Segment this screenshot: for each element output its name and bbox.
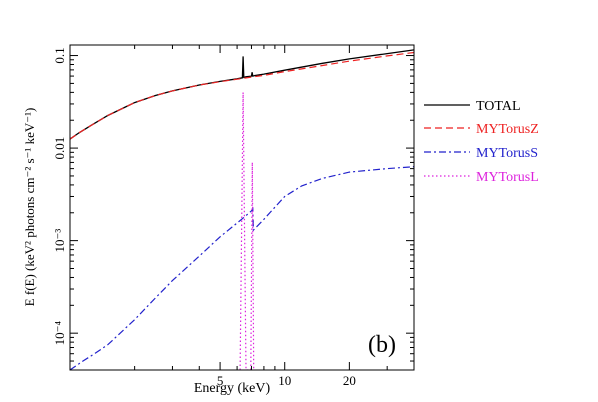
x-tick-label: 5: [217, 373, 224, 388]
plot-layer: [70, 49, 414, 370]
legend: TOTAL MYTorusZ MYTorusS MYTorusL: [424, 99, 539, 185]
x-tick-label: 20: [343, 373, 356, 388]
series-line-mytorusz: [70, 51, 414, 140]
ticks-layer: 5 10 20 0.1 0.01 10⁻³ 10⁻⁴: [52, 45, 415, 388]
x-axis-label: Energy (keV): [194, 381, 271, 396]
series-line-total: [70, 49, 414, 140]
series-line-mytorusl: [239, 92, 255, 370]
y-tick-label: 10⁻³: [52, 229, 67, 253]
legend-label-total: TOTAL: [476, 99, 521, 114]
plot-frame: [69, 44, 415, 371]
legend-label-mytorusl: MYTorusL: [476, 170, 539, 185]
legend-label-mytorusz: MYTorusZ: [476, 122, 539, 137]
y-tick-label: 10⁻⁴: [52, 321, 67, 346]
x-tick-label: 10: [278, 373, 291, 388]
y-axis-label: E f(E) (keV² photons cm⁻² s⁻¹ keV⁻¹): [22, 108, 37, 307]
y-tick-label: 0.1: [52, 47, 67, 63]
series-line-mytoruss: [70, 166, 414, 370]
y-tick-label: 0.01: [52, 137, 67, 160]
legend-label-mytoruss: MYTorusS: [476, 146, 538, 161]
annotation-label: (b): [368, 332, 396, 358]
